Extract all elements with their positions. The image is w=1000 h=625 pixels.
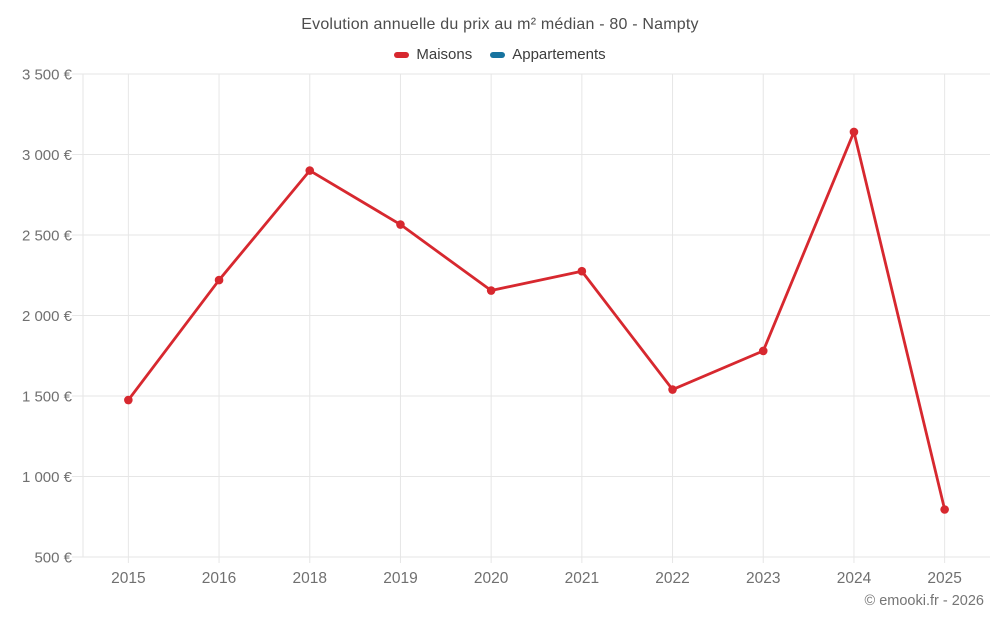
copyright-footer: © emooki.fr - 2026 [864, 593, 984, 609]
legend-label: Appartements [512, 46, 606, 63]
y-tick-label: 3 500 € [22, 67, 73, 84]
data-point[interactable] [124, 395, 133, 405]
x-tick-label: 2021 [565, 570, 599, 587]
data-point[interactable] [849, 127, 859, 137]
x-tick-label: 2022 [655, 570, 689, 587]
y-tick-label: 1 000 € [22, 469, 73, 486]
legend-swatch-icon [490, 51, 506, 58]
y-tick-label: 3 000 € [22, 147, 73, 164]
data-point[interactable] [305, 166, 315, 175]
y-tick-label: 500 € [34, 550, 72, 567]
data-point[interactable] [396, 220, 405, 229]
x-tick-label: 2025 [927, 570, 961, 587]
x-tick-label: 2018 [293, 570, 327, 587]
legend-label: Maisons [416, 46, 473, 63]
x-tick-label: 2016 [202, 570, 236, 587]
data-point[interactable] [940, 505, 949, 514]
x-tick-label: 2020 [474, 570, 509, 587]
y-tick-label: 2 500 € [22, 228, 73, 245]
y-tick-label: 2 000 € [22, 308, 73, 325]
chart-title: Evolution annuelle du prix au m² médian … [301, 16, 699, 33]
data-point[interactable] [577, 266, 587, 276]
chart-legend: Maisons Appartements [0, 46, 1000, 63]
x-tick-label: 2023 [746, 570, 780, 587]
legend-swatch-icon [394, 51, 410, 58]
data-point[interactable] [486, 286, 496, 295]
legend-item-maisons[interactable]: Maisons [394, 46, 472, 63]
x-tick-label: 2015 [111, 570, 145, 587]
y-tick-label: 1 500 € [22, 389, 73, 406]
x-tick-label: 2019 [383, 570, 417, 587]
series-line-maisons [126, 130, 947, 511]
data-point[interactable] [668, 385, 677, 394]
legend-item-appartements[interactable]: Appartements [490, 46, 606, 63]
data-point[interactable] [758, 346, 768, 356]
data-point[interactable] [214, 275, 224, 285]
x-tick-label: 2024 [837, 570, 872, 587]
